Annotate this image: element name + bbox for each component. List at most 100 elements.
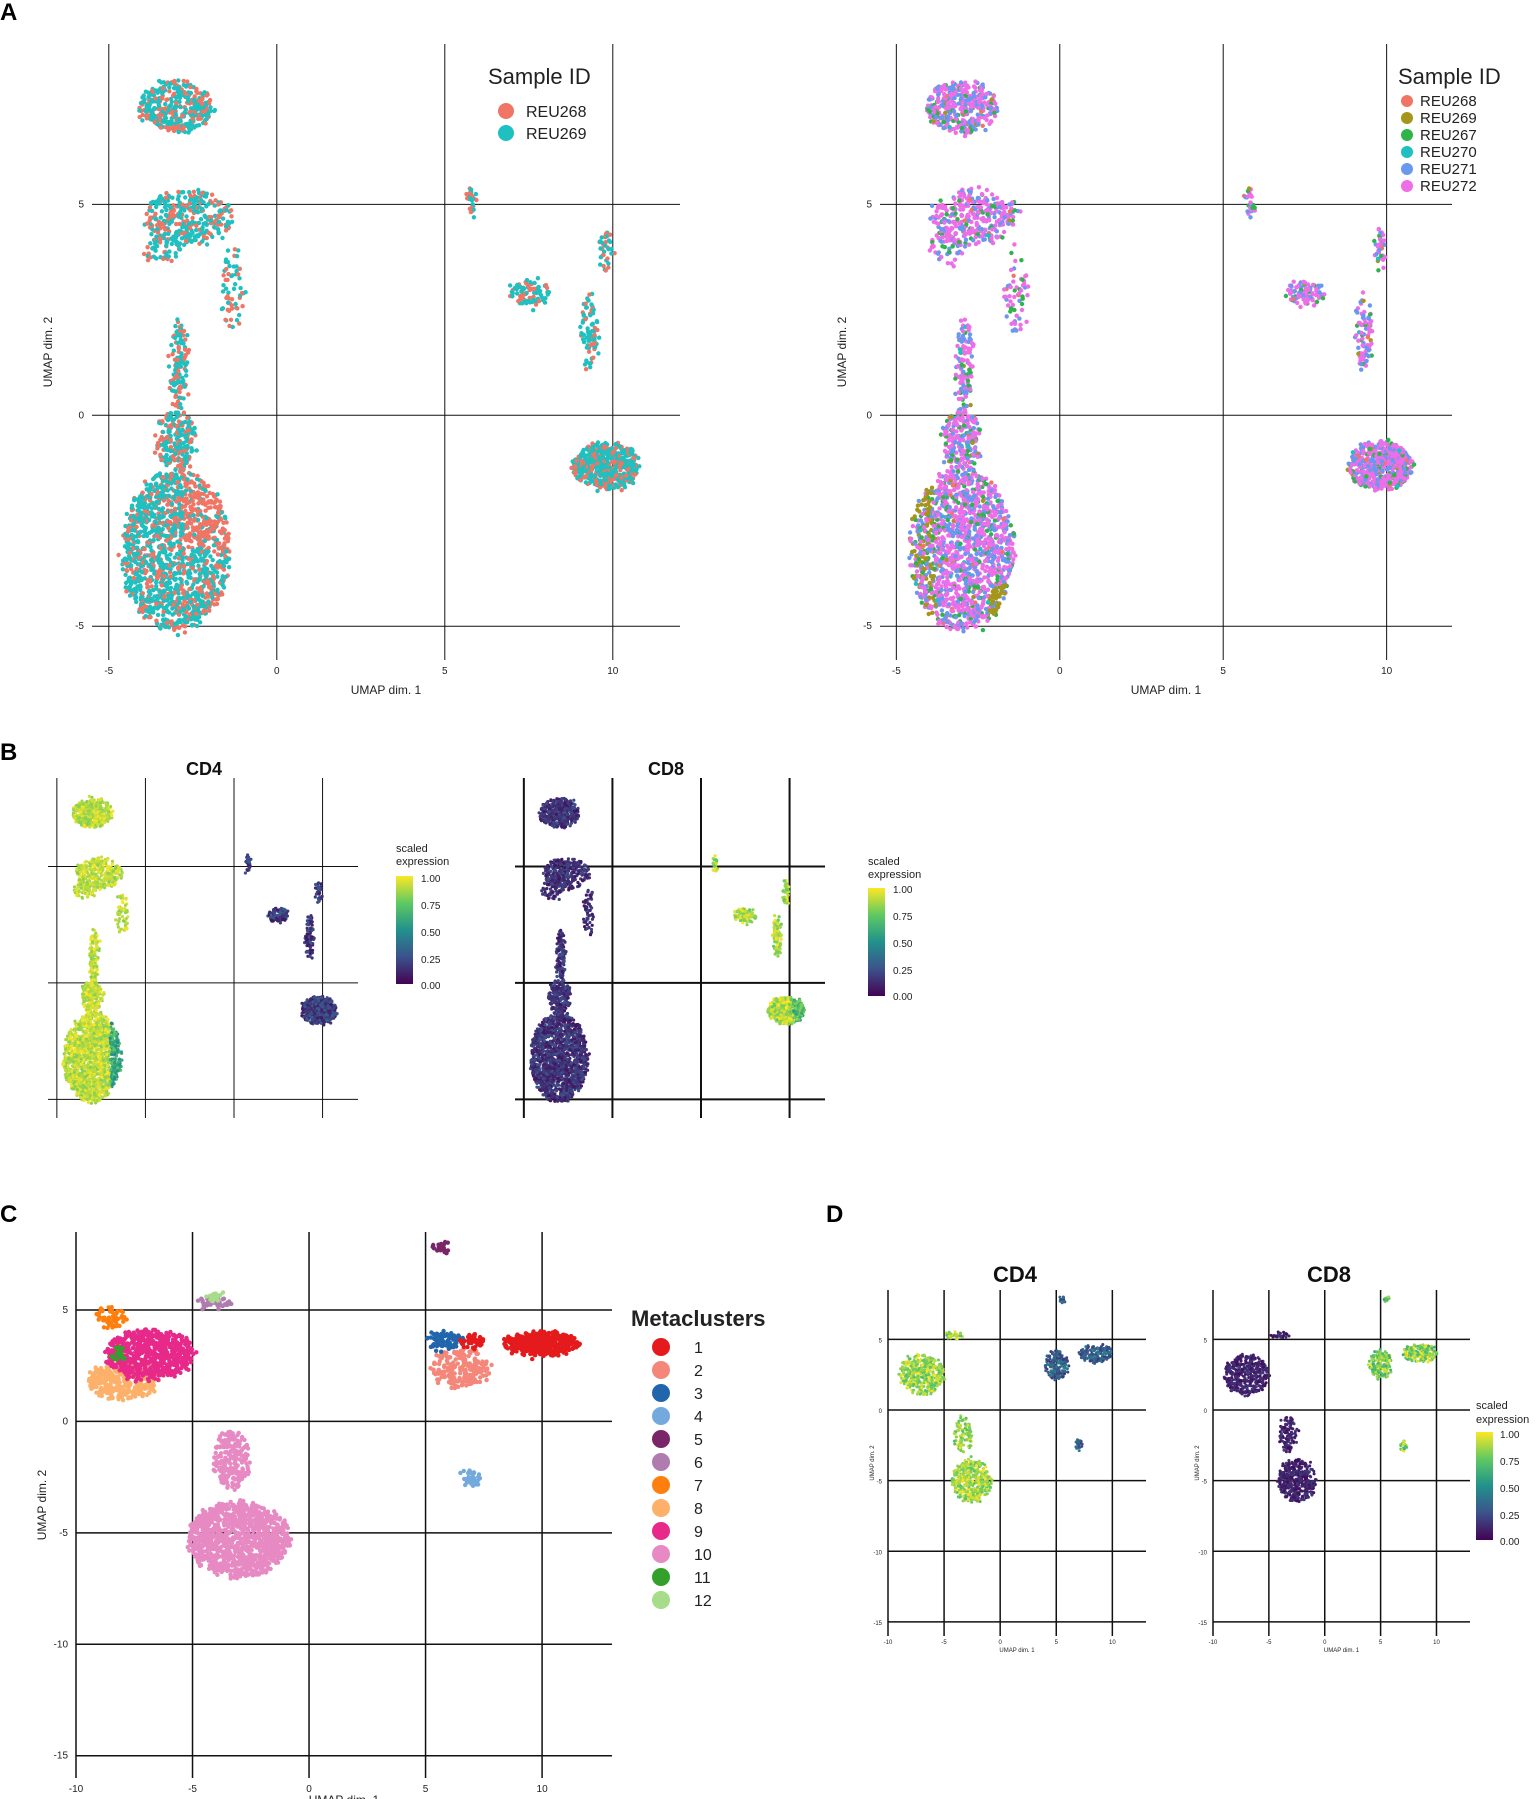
scatter-point	[147, 91, 152, 96]
scatter-point	[955, 434, 961, 439]
scatter-point	[187, 612, 192, 617]
scatter-point	[207, 97, 213, 103]
scatter-point	[172, 494, 177, 500]
scatter-point	[174, 445, 179, 450]
scatter-point	[148, 608, 154, 613]
scatter-point	[175, 632, 181, 638]
scatter-point	[165, 474, 170, 479]
scatter-point	[949, 261, 954, 266]
scatter-point	[209, 218, 214, 223]
scatter-point	[1008, 299, 1013, 304]
scatter-point	[974, 223, 980, 228]
scatter-point	[236, 248, 241, 253]
scatter-point	[168, 236, 174, 241]
scatter-point	[165, 502, 170, 507]
scatter-point	[188, 238, 193, 243]
scatter-point	[196, 563, 201, 568]
scatter-point	[161, 429, 166, 435]
scatter-point	[981, 237, 986, 242]
scatter-point	[956, 410, 961, 415]
scatter-point	[194, 623, 200, 629]
scatter-point	[525, 299, 530, 304]
scatter-point	[950, 226, 955, 231]
scatter-point	[1019, 258, 1024, 263]
scatter-point	[930, 243, 935, 248]
scatter-point	[126, 579, 131, 584]
scatter-point	[197, 576, 202, 581]
scatter-point	[960, 329, 966, 334]
scatter-point	[178, 360, 183, 365]
scatter-point	[584, 468, 589, 474]
scatter-point	[966, 383, 971, 388]
scatter-point	[141, 533, 146, 539]
scatter-point	[965, 128, 971, 133]
scatter-point	[965, 448, 971, 454]
scatter-point	[176, 605, 182, 611]
scatter-point	[200, 101, 205, 107]
scatter-point	[140, 112, 145, 118]
scatter-point	[179, 351, 184, 356]
scatter-point	[992, 110, 997, 115]
scatter-point	[154, 601, 159, 606]
scatter-point	[162, 574, 167, 579]
scatter-point	[1013, 258, 1018, 264]
scatter-point	[238, 285, 243, 291]
scatter-point	[156, 553, 161, 558]
scatter-point	[155, 557, 160, 562]
scatter-point	[510, 294, 515, 299]
scatter-point	[967, 242, 972, 247]
scatter-point	[182, 624, 188, 629]
scatter-point	[137, 114, 142, 120]
scatter-point	[200, 206, 205, 212]
scatter-point	[183, 614, 188, 620]
scatter-point	[190, 559, 195, 565]
scatter-point	[972, 207, 978, 212]
scatter-point	[1016, 291, 1022, 296]
scatter-point	[155, 612, 161, 618]
scatter-point	[185, 477, 190, 482]
scatter-point	[204, 494, 210, 499]
scatter-point	[174, 373, 179, 378]
scatter-point	[155, 440, 161, 446]
scatter-point	[136, 500, 142, 505]
scatter-point	[164, 553, 169, 559]
scatter-point	[467, 191, 473, 196]
scatter-point	[212, 504, 218, 510]
scatter-point	[188, 127, 194, 132]
scatter-point	[228, 208, 234, 213]
scatter-point	[220, 235, 225, 241]
scatter-point	[572, 470, 578, 475]
scatter-point	[141, 251, 147, 257]
scatter-point	[173, 467, 178, 472]
scatter-point	[1020, 296, 1025, 301]
scatter-point	[191, 604, 196, 609]
scatter-point	[225, 219, 231, 224]
scatter-point	[941, 460, 947, 465]
scatter-point	[215, 596, 220, 602]
scatter-point	[185, 415, 190, 421]
scatter-point	[985, 198, 990, 203]
scatter-point	[181, 231, 186, 236]
scatter-point	[578, 324, 583, 330]
scatter-point	[598, 246, 603, 251]
scatter-point	[604, 457, 609, 462]
scatter-point	[183, 419, 188, 425]
scatter-point	[124, 557, 129, 562]
scatter-point	[186, 556, 191, 561]
scatter-point	[599, 240, 604, 245]
scatter-point	[154, 586, 159, 591]
scatter-point	[190, 215, 195, 221]
scatter-point	[153, 248, 158, 253]
y-tick-label: -5	[863, 621, 872, 632]
scatter-point	[535, 285, 541, 290]
scatter-point	[962, 133, 968, 139]
scatter-point	[994, 195, 1000, 201]
scatter-point	[628, 446, 633, 452]
scatter-point	[181, 607, 186, 613]
scatter-point	[589, 464, 595, 469]
scatter-point	[229, 303, 234, 308]
scatter-point	[155, 227, 160, 232]
scatter-point	[971, 124, 976, 129]
scatter-point	[964, 222, 969, 227]
scatter-point	[967, 230, 972, 235]
